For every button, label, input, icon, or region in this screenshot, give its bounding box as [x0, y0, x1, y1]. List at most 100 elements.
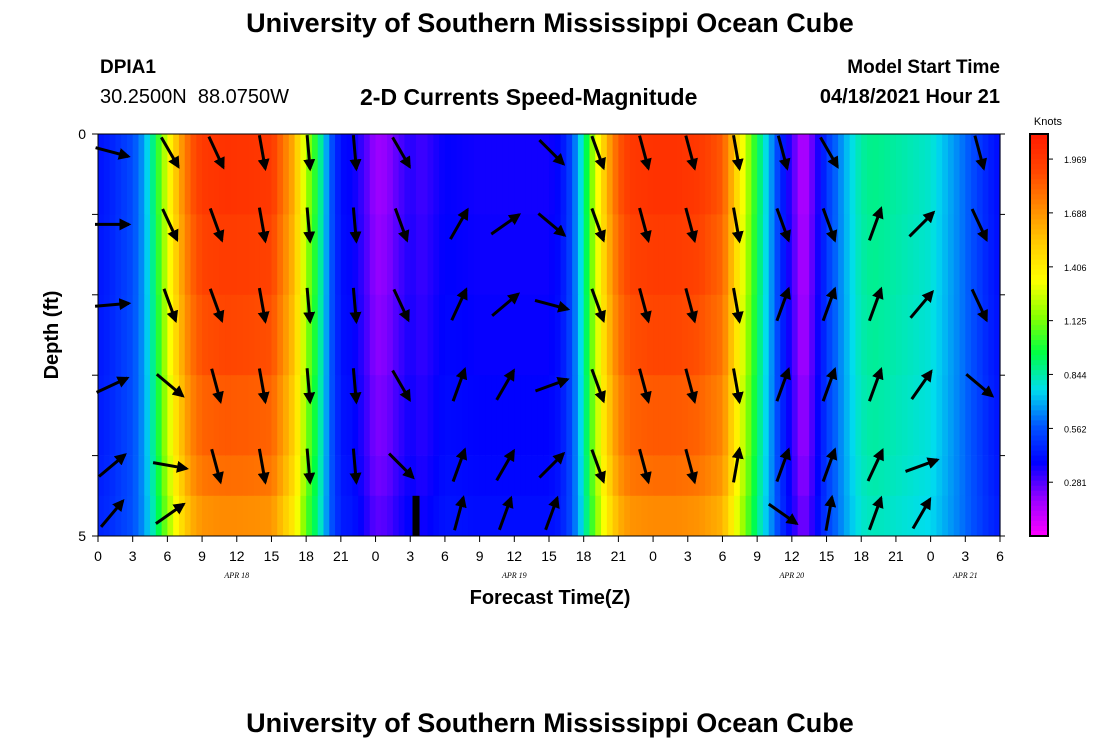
station-id: DPIA1	[100, 57, 156, 78]
heatmap-cell	[115, 495, 122, 537]
heatmap-cell	[421, 495, 429, 537]
heatmap-cell	[416, 214, 423, 296]
current-vector-arrow	[160, 136, 180, 169]
x-tick-label: 18	[853, 548, 869, 564]
heatmap-cell	[947, 134, 955, 215]
heatmap-cell	[306, 134, 313, 215]
heatmap-cell	[757, 375, 764, 456]
x-tick-label: 6	[441, 548, 449, 564]
heatmap-cell	[635, 375, 643, 456]
heatmap-cell	[387, 495, 394, 537]
heatmap-cell	[340, 495, 348, 537]
heatmap-cell	[849, 375, 857, 456]
heatmap-cell	[288, 455, 296, 497]
colorbar-frame	[1029, 133, 1049, 537]
x-tick-label: 15	[264, 548, 280, 564]
heatmap-cell	[248, 214, 255, 296]
heatmap-cell	[953, 455, 961, 497]
heatmap-cell	[317, 375, 325, 456]
current-vector-arrow	[775, 366, 791, 402]
heatmap-cell	[433, 214, 440, 296]
current-vector-arrow	[775, 286, 791, 322]
heatmap-cell	[843, 495, 851, 537]
heatmap-cell	[693, 375, 700, 456]
marker-bar	[412, 495, 420, 536]
heatmap-cell	[439, 214, 446, 296]
heatmap-cell	[947, 214, 955, 296]
heatmap-cell	[485, 375, 492, 456]
heatmap-cell	[554, 455, 562, 497]
heatmap-cell	[311, 294, 319, 376]
heatmap-cell	[219, 134, 226, 215]
heatmap-cell	[681, 455, 689, 497]
x-tick-label: 3	[961, 548, 969, 564]
heatmap-cell	[699, 134, 706, 215]
heatmap-cell	[392, 375, 400, 456]
colorbar-segment	[1030, 329, 1048, 336]
heatmap-cell	[121, 375, 128, 456]
x-tick-label: 6	[996, 548, 1004, 564]
heatmap-cell	[872, 294, 880, 376]
heatmap-cell	[976, 375, 984, 456]
heatmap-cell	[202, 495, 209, 537]
heatmap-cell	[803, 134, 810, 215]
heatmap-cell	[716, 134, 724, 215]
heatmap-cell	[572, 294, 579, 376]
heatmap-cell	[514, 214, 521, 296]
colorbar-segment	[1030, 209, 1048, 215]
heatmap-cell	[797, 375, 805, 456]
heatmap-cell	[843, 375, 851, 456]
current-vector-arrow	[638, 287, 652, 324]
heatmap-cell	[994, 214, 1001, 296]
heatmap-cell	[248, 134, 255, 215]
heatmap-cell	[537, 495, 544, 537]
heatmap-cell	[872, 214, 880, 296]
heatmap-cell	[728, 134, 735, 215]
heatmap-cell	[514, 455, 521, 497]
heatmap-cell	[398, 294, 406, 376]
heatmap-cell	[265, 495, 273, 537]
heatmap-cell	[884, 294, 891, 376]
heatmap-cell	[664, 495, 672, 537]
heatmap-cell	[884, 134, 891, 215]
heatmap-cell	[144, 134, 151, 215]
heatmap-cell	[161, 294, 168, 376]
heatmap-cell	[473, 375, 481, 456]
heatmap-cell	[809, 294, 816, 376]
heatmap-cell	[884, 375, 891, 456]
heatmap-cell	[190, 134, 197, 215]
date-label: APR 21	[952, 571, 978, 580]
heatmap-cell	[895, 214, 903, 296]
heatmap-cell	[572, 214, 579, 296]
heatmap-cell	[757, 214, 764, 296]
heatmap-cell	[155, 294, 163, 376]
heatmap-cell	[508, 294, 515, 376]
heatmap-cell	[895, 495, 903, 537]
heatmap-cell	[606, 294, 614, 376]
heatmap-cell	[121, 294, 128, 376]
heatmap-cell	[751, 214, 758, 296]
latitude: 30.2500N	[100, 86, 187, 108]
current-vector-arrow	[590, 207, 606, 243]
heatmap-cell	[311, 455, 319, 497]
heatmap-cell	[126, 375, 134, 456]
heatmap-cell	[207, 214, 215, 296]
heatmap-cell	[462, 495, 469, 537]
heatmap-cell	[173, 134, 180, 215]
heatmap-cell	[144, 214, 151, 296]
heatmap-cell	[531, 495, 539, 537]
heatmap-cell	[340, 134, 348, 215]
current-vectors	[94, 134, 995, 531]
heatmap-cell	[803, 455, 810, 497]
heatmap-cell	[624, 294, 631, 376]
colorbar-tick-label: 0.844	[1064, 370, 1087, 380]
heatmap-cell	[207, 455, 215, 497]
colorbar-segment	[1030, 254, 1048, 261]
heatmap-cell	[913, 214, 920, 296]
heatmap-cell	[976, 134, 984, 215]
heatmap-cell	[601, 375, 608, 456]
heatmap-cell	[976, 294, 984, 376]
heatmap-cell	[728, 455, 735, 497]
colorbar-segment	[1030, 264, 1048, 271]
heatmap-cell	[479, 375, 486, 456]
